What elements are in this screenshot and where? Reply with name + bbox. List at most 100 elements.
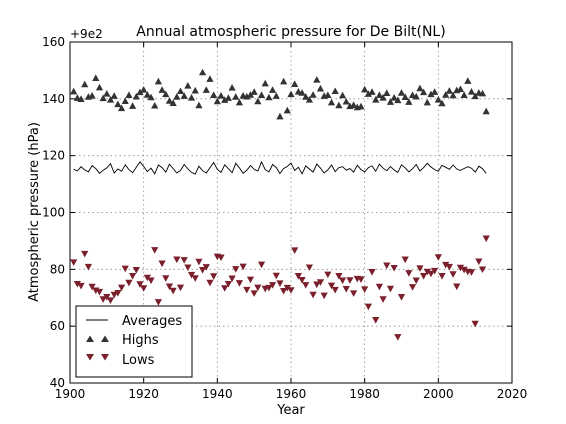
lows-marker bbox=[187, 271, 196, 279]
highs-marker bbox=[121, 97, 129, 104]
lows-marker bbox=[467, 269, 476, 276]
lows-marker bbox=[276, 280, 284, 287]
lows-marker bbox=[169, 287, 177, 295]
lows-marker bbox=[147, 277, 155, 285]
x-axis-label: Year bbox=[276, 403, 305, 418]
highs-marker bbox=[383, 89, 391, 97]
lows-marker bbox=[386, 285, 395, 293]
lows-marker bbox=[449, 271, 457, 278]
highs-marker bbox=[338, 91, 347, 99]
highs-marker bbox=[232, 93, 240, 100]
y-tick-label: 120 bbox=[42, 149, 65, 163]
lows-marker bbox=[165, 283, 174, 291]
highs-marker bbox=[162, 90, 170, 98]
lows-marker bbox=[239, 263, 247, 271]
lows-marker bbox=[383, 262, 391, 270]
legend-averages-label: Averages bbox=[122, 314, 182, 329]
lows-marker bbox=[221, 285, 229, 292]
highs-marker bbox=[482, 107, 490, 115]
y-offset-label: +9e2 bbox=[70, 27, 103, 41]
highs-marker bbox=[467, 88, 476, 95]
highs-marker bbox=[110, 92, 118, 99]
highs-marker bbox=[95, 83, 104, 91]
highs-marker bbox=[268, 86, 277, 93]
lows-marker bbox=[257, 261, 266, 269]
lows-marker bbox=[456, 264, 465, 272]
highs-marker bbox=[202, 86, 210, 93]
lows-marker bbox=[394, 334, 402, 341]
lows-marker bbox=[342, 286, 350, 293]
lows-marker bbox=[375, 283, 383, 291]
lows-marker bbox=[176, 284, 185, 292]
highs-marker bbox=[397, 89, 406, 96]
lows-marker bbox=[453, 283, 461, 291]
highs-marker bbox=[375, 91, 383, 99]
lows-marker bbox=[88, 283, 96, 291]
y-tick-label: 100 bbox=[42, 206, 65, 220]
highs-marker bbox=[460, 91, 468, 99]
highs-marker bbox=[158, 86, 166, 93]
highs-marker bbox=[309, 91, 317, 98]
lows-marker bbox=[412, 277, 420, 285]
lows-marker bbox=[265, 284, 273, 292]
highs-marker bbox=[187, 93, 196, 101]
highs-marker bbox=[372, 95, 380, 103]
lows-marker bbox=[287, 287, 295, 294]
highs-marker bbox=[173, 93, 181, 100]
highs-marker bbox=[394, 96, 402, 104]
lows-marker bbox=[397, 294, 406, 301]
lows-marker bbox=[254, 284, 262, 292]
highs-marker bbox=[210, 91, 218, 99]
highs-marker bbox=[143, 91, 151, 98]
y-tick-label: 80 bbox=[50, 262, 65, 276]
lows-marker bbox=[272, 272, 280, 280]
highs-marker bbox=[221, 96, 229, 103]
highs-marker bbox=[206, 75, 214, 82]
legend: Averages Highs Lows bbox=[75, 305, 193, 378]
highs-marker bbox=[342, 97, 350, 105]
lows-marker bbox=[420, 272, 428, 280]
lows-marker bbox=[140, 285, 148, 292]
highs-marker bbox=[165, 97, 174, 104]
highs-marker bbox=[364, 90, 372, 97]
highs-marker bbox=[169, 99, 177, 106]
highs-marker bbox=[180, 92, 188, 99]
lows-marker bbox=[95, 288, 104, 296]
highs-markers-layer bbox=[70, 68, 490, 120]
y-tick-label: 60 bbox=[50, 319, 65, 333]
highs-marker bbox=[136, 88, 144, 96]
highs-marker bbox=[379, 93, 387, 101]
highs-marker bbox=[434, 95, 442, 103]
lows-marker bbox=[202, 264, 210, 271]
lows-marker bbox=[268, 282, 277, 289]
highs-marker bbox=[213, 97, 221, 105]
y-axis-label: Atmospheric pressure (hPa) bbox=[27, 122, 42, 302]
highs-marker bbox=[287, 90, 295, 98]
highs-marker bbox=[88, 91, 96, 99]
lows-marker bbox=[298, 276, 306, 284]
lows-marker bbox=[246, 276, 255, 284]
lows-marker bbox=[442, 261, 450, 269]
highs-marker bbox=[412, 92, 420, 100]
highs-marker bbox=[291, 80, 299, 87]
lows-marker bbox=[106, 297, 115, 305]
lows-marker bbox=[478, 266, 487, 274]
highs-marker bbox=[261, 79, 269, 87]
lows-marker bbox=[77, 282, 85, 290]
highs-marker bbox=[199, 68, 207, 76]
lows-marker bbox=[408, 284, 417, 291]
x-tick-label: 1940 bbox=[202, 387, 233, 401]
lows-marker bbox=[280, 288, 288, 295]
lows-marker bbox=[445, 263, 453, 271]
highs-marker bbox=[184, 82, 192, 89]
lows-marker bbox=[250, 290, 258, 297]
highs-marker bbox=[368, 88, 376, 95]
lows-marker bbox=[475, 258, 483, 266]
lows-marker bbox=[324, 271, 332, 279]
y-tick-label: 140 bbox=[42, 92, 65, 106]
highs-marker bbox=[103, 90, 111, 97]
x-ticks: 1900 1920 1940 1960 1980 2000 2020 bbox=[55, 42, 527, 401]
highs-marker bbox=[335, 101, 343, 109]
highs-marker bbox=[478, 89, 487, 97]
